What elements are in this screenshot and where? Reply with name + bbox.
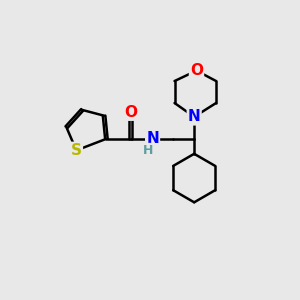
Text: O: O — [190, 63, 203, 78]
Text: N: N — [188, 109, 201, 124]
Text: O: O — [124, 105, 137, 120]
Text: H: H — [143, 144, 153, 157]
Text: N: N — [146, 131, 159, 146]
Text: S: S — [71, 143, 82, 158]
